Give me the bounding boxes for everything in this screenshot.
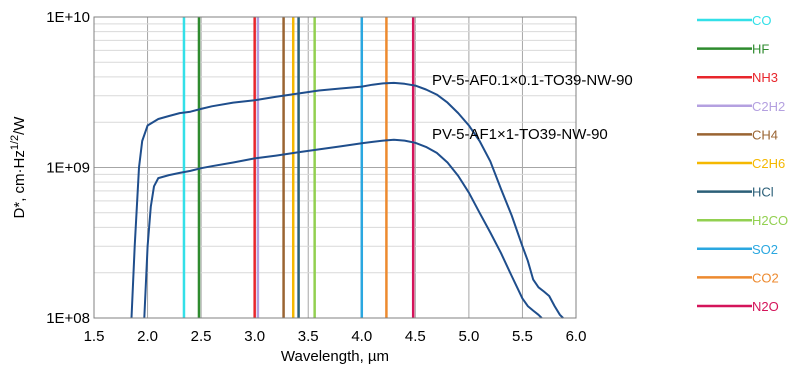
y-tick-label: 1E+09 (46, 160, 90, 177)
x-tick-label: 4.5 (405, 328, 426, 345)
x-axis-title: Wavelength, µm (281, 348, 389, 365)
x-tick-label: 4.0 (351, 328, 372, 345)
y-tick-label: 1E+08 (46, 310, 90, 327)
x-tick-label: 2.0 (137, 328, 158, 345)
legend: CO HF NH3 C2H2 CH4 C2H6 HCl H2CO SO2 CO2 N2O (697, 13, 788, 314)
legend-label-c2h6: C2H6 (752, 156, 785, 171)
legend-label-c2h2: C2H2 (752, 99, 785, 114)
y-axis-title-main: D*, cm·Hz (11, 150, 28, 218)
series-annotation-1: PV-5-AF0.1×0.1-TO39-NW-90 (432, 72, 633, 89)
series-lines (130, 81, 564, 319)
gridlines (93, 17, 577, 319)
x-tick-label: 1.5 (84, 328, 105, 345)
series-line-1 (130, 81, 564, 319)
series-annotations: PV-5-AF0.1×0.1-TO39-NW-90 PV-5-AF1×1-TO39… (432, 72, 633, 143)
y-axis-title: D*, cm·Hz1/2/W (9, 116, 28, 219)
legend-label-hf: HF (752, 42, 769, 57)
legend-label-co: CO (752, 13, 772, 28)
x-tick-label: 5.5 (512, 328, 533, 345)
y-axis-title-sup: 1/2 (9, 135, 21, 150)
x-tick-label: 3.0 (244, 328, 265, 345)
legend-label-co2: CO2 (752, 270, 779, 285)
legend-label-hcl: HCl (752, 185, 774, 200)
legend-label-ch4: CH4 (752, 127, 778, 142)
x-tick-label: 6.0 (566, 328, 587, 345)
y-axis-title-suffix: /W (11, 116, 28, 135)
gas-lines (182, 17, 415, 318)
x-tick-label: 5.0 (458, 328, 479, 345)
legend-label-nh3: NH3 (752, 70, 778, 85)
legend-label-n2o: N2O (752, 299, 779, 314)
legend-label-h2co: H2CO (752, 213, 788, 228)
plot-border (93, 16, 577, 319)
x-tick-labels: 1.5 2.0 2.5 3.0 3.5 4.0 4.5 5.0 5.5 6.0 (84, 328, 587, 345)
legend-label-so2: SO2 (752, 242, 778, 257)
x-tick-label: 3.5 (298, 328, 319, 345)
y-tick-labels: 1E+08 1E+09 1E+10 (46, 9, 90, 327)
y-tick-label: 1E+10 (46, 9, 90, 26)
x-tick-label: 2.5 (191, 328, 212, 345)
series-annotation-2: PV-5-AF1×1-TO39-NW-90 (432, 126, 608, 143)
series-line-2 (143, 138, 543, 319)
